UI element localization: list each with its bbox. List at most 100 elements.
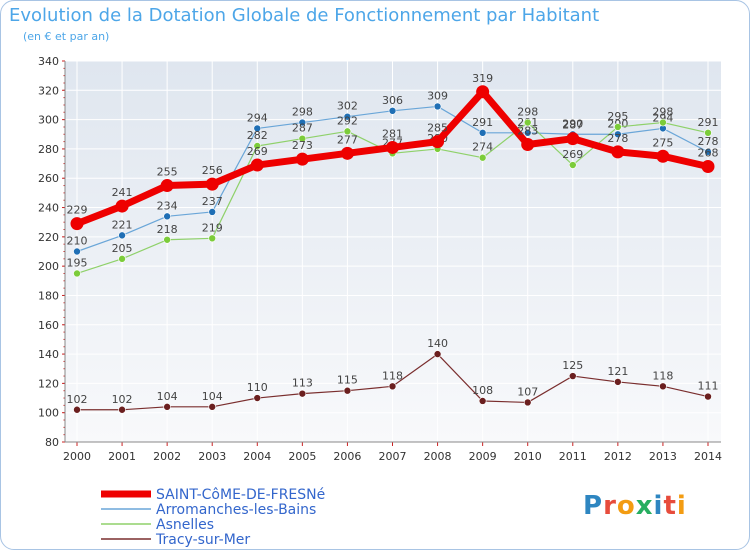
data-point	[566, 132, 580, 146]
data-label: 302	[337, 100, 358, 113]
data-label: 306	[382, 94, 403, 107]
data-label: 195	[67, 256, 88, 269]
data-label: 281	[382, 127, 403, 140]
y-tick-label: 120	[38, 377, 59, 390]
logo-letter: t	[663, 491, 677, 521]
data-point	[295, 152, 309, 166]
data-point	[340, 146, 354, 160]
data-point	[611, 145, 625, 159]
logo-letter: P	[583, 491, 604, 521]
data-point	[70, 217, 84, 231]
data-label: 218	[157, 223, 178, 236]
data-point	[704, 148, 712, 156]
data-point	[614, 130, 622, 139]
data-label: 295	[607, 110, 628, 123]
data-point	[614, 378, 622, 386]
data-point	[163, 403, 171, 411]
chart-subtitle: (en € et par an)	[23, 30, 110, 43]
proxiti-logo: Proxiti	[583, 491, 687, 521]
x-tick-label: 2007	[379, 450, 407, 463]
data-point	[160, 179, 174, 193]
data-label: 283	[517, 125, 538, 138]
data-point	[343, 112, 352, 121]
data-point	[704, 129, 712, 137]
data-point	[431, 135, 445, 149]
data-label: 287	[562, 119, 583, 132]
data-point	[298, 118, 307, 127]
data-point	[476, 85, 490, 99]
data-label: 107	[517, 385, 538, 398]
x-tick-label: 2005	[288, 450, 316, 463]
data-point	[118, 405, 126, 414]
y-tick-label: 220	[38, 231, 59, 244]
data-label: 273	[292, 139, 313, 152]
data-point	[659, 382, 667, 391]
data-label: 255	[157, 166, 178, 179]
data-point	[521, 138, 535, 152]
data-label: 102	[67, 393, 88, 406]
x-tick-label: 2010	[514, 450, 542, 463]
data-label: 291	[698, 116, 719, 129]
data-label: 277	[337, 133, 358, 146]
y-tick-label: 180	[38, 289, 59, 302]
data-point	[704, 392, 712, 401]
data-label: 294	[652, 111, 673, 124]
data-label: 274	[472, 141, 493, 154]
y-tick-label: 280	[38, 143, 59, 156]
y-tick-label: 240	[38, 202, 59, 215]
data-point	[523, 118, 532, 127]
data-point	[478, 153, 487, 162]
legend-label: Tracy-sur-Mer	[155, 532, 250, 548]
data-label: 309	[427, 89, 448, 102]
data-label: 298	[292, 106, 313, 119]
data-label: 298	[652, 106, 673, 119]
y-tick-label: 320	[38, 84, 59, 97]
data-label: 118	[652, 369, 673, 382]
x-tick-label: 2004	[243, 450, 271, 463]
data-point	[478, 397, 487, 405]
legend-label: SAINT-CôME-DE-FRESNé	[156, 487, 325, 503]
data-point	[298, 389, 307, 398]
data-point	[568, 372, 577, 380]
data-label: 278	[698, 135, 719, 148]
data-point	[253, 394, 262, 402]
data-point	[343, 127, 352, 136]
data-label: 111	[698, 380, 719, 393]
data-label: 237	[202, 195, 223, 208]
data-point	[250, 158, 264, 172]
data-label: 140	[427, 337, 448, 350]
data-label: 291	[472, 116, 493, 129]
chart-title: Evolution de la Dotation Globale de Fonc…	[9, 5, 600, 26]
y-tick-label: 80	[45, 436, 59, 449]
data-label: 118	[382, 369, 403, 382]
y-tick-label: 160	[38, 319, 59, 332]
data-label: 292	[337, 114, 358, 127]
x-tick-label: 2014	[694, 450, 722, 463]
data-point	[298, 134, 307, 143]
data-point	[115, 199, 129, 213]
data-label: 229	[67, 204, 88, 217]
data-point	[208, 234, 217, 243]
data-label: 110	[247, 381, 268, 394]
data-point	[386, 140, 399, 154]
data-point	[433, 350, 442, 358]
x-tick-label: 2008	[424, 450, 452, 463]
legend-label: Asnelles	[156, 517, 214, 533]
data-point	[659, 118, 667, 127]
x-tick-label: 2003	[198, 450, 226, 463]
x-tick-label: 2002	[153, 450, 181, 463]
data-point	[253, 124, 262, 133]
data-point	[73, 269, 81, 278]
data-point	[478, 129, 487, 137]
data-point	[656, 149, 670, 163]
data-label: 268	[698, 147, 719, 160]
data-point	[568, 161, 577, 169]
logo-letter: x	[635, 491, 654, 521]
data-label: 285	[427, 122, 448, 135]
data-point	[253, 142, 262, 150]
data-label: 234	[157, 199, 178, 212]
data-label: 298	[517, 106, 538, 119]
data-label: 205	[112, 242, 133, 255]
data-point	[701, 160, 715, 174]
